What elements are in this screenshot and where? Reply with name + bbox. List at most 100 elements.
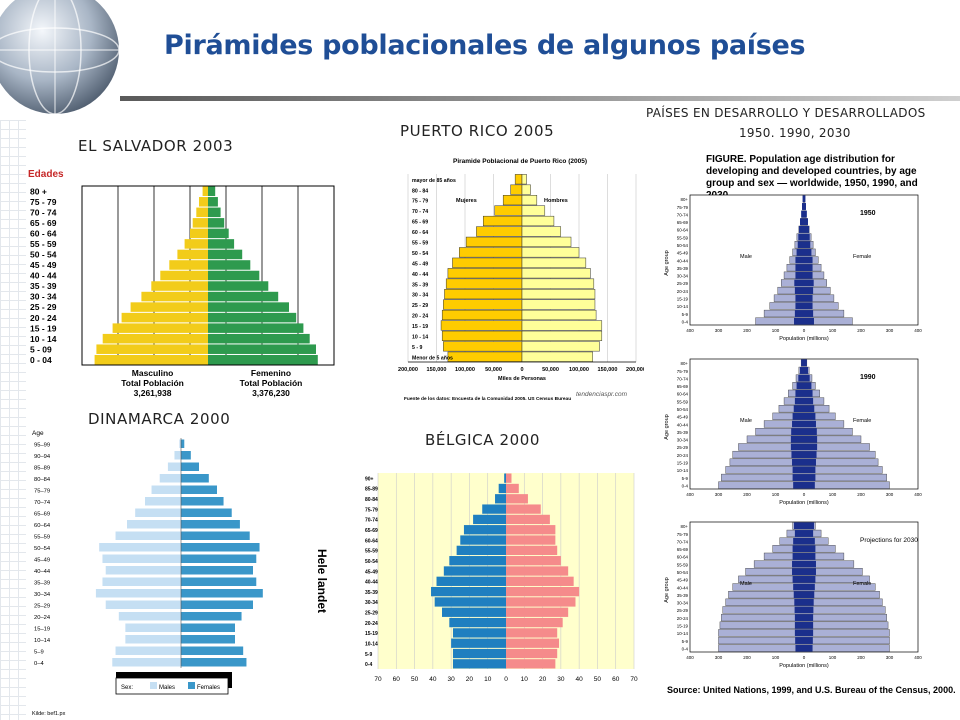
- bar-mujeres: [459, 247, 523, 258]
- panel-label: 1950: [860, 210, 876, 217]
- x-tick-label: 200: [857, 492, 865, 497]
- age-tick-label: 55-59: [365, 549, 378, 555]
- bar-developed: [792, 568, 816, 576]
- bar-mujeres: [452, 257, 523, 268]
- bar-male: [202, 186, 208, 197]
- age-tick-label: 60-64: [677, 228, 689, 233]
- bar-mujeres: [443, 341, 523, 352]
- x-axis-label: Population (millions): [779, 500, 829, 506]
- age-tick-label: 70-74: [677, 539, 689, 544]
- age-tick-label: 0–4: [34, 661, 44, 667]
- age-tick-label: 55 - 59: [30, 239, 57, 249]
- age-tick-label: 50-54: [677, 243, 689, 248]
- age-tick-label: 55 - 59: [412, 241, 428, 247]
- age-tick-label: 15–19: [34, 626, 50, 632]
- bar-developed: [790, 435, 818, 443]
- bar-mujeres: [441, 330, 523, 341]
- age-tick-label: 35-39: [677, 430, 689, 435]
- bar-male: [94, 354, 208, 365]
- bar-female: [208, 323, 304, 333]
- bar-male: [130, 302, 208, 312]
- bar-developed: [792, 552, 816, 560]
- bar-female: [208, 344, 316, 354]
- bar-developed: [793, 537, 815, 545]
- bar-developed: [794, 598, 814, 606]
- bar-males: [102, 577, 181, 586]
- bar-hombres: [521, 257, 587, 268]
- age-tick-label: 30-34: [677, 601, 689, 606]
- title-band: [120, 96, 960, 101]
- bar-male: [184, 239, 208, 249]
- age-tick-label: 65-69: [365, 528, 378, 534]
- bar-females: [181, 543, 260, 552]
- bar-females: [181, 635, 235, 644]
- x-tick-label: 20: [539, 676, 547, 683]
- bar-females: [506, 648, 558, 659]
- age-tick-label: 10-14: [677, 631, 689, 636]
- age-tick-label: 90+: [365, 476, 374, 482]
- watermark: tendenciaspr.com: [576, 391, 628, 398]
- age-tick-label: 70 - 74: [412, 209, 428, 215]
- bar-females: [506, 504, 541, 514]
- bar-developed: [792, 560, 816, 568]
- age-tick-label: 15 - 19: [30, 323, 57, 333]
- bar-hombres: [521, 205, 546, 216]
- bar-female: [208, 312, 297, 323]
- x-tick-label: 0: [520, 367, 523, 373]
- bar-males: [495, 494, 506, 504]
- x-tick-label: 200: [857, 655, 865, 660]
- x-tick-label: 60: [393, 676, 401, 683]
- bar-female: [208, 270, 260, 281]
- bar-developed: [794, 621, 814, 629]
- bar-males: [456, 545, 506, 556]
- side-label-female: Female: [853, 418, 871, 424]
- bar-female: [208, 239, 235, 249]
- x-tick-label: 100,000: [455, 367, 475, 373]
- age-tick-label: 35-39: [677, 593, 689, 598]
- x-tick-label: 400: [914, 492, 922, 497]
- bar-females: [506, 576, 574, 586]
- age-tick-label: 30–34: [34, 592, 51, 598]
- bar-females: [506, 494, 528, 504]
- bar-developed: [795, 637, 813, 644]
- age-tick-label: 20-24: [677, 616, 689, 621]
- bar-females: [506, 514, 550, 525]
- x-tick-label: 200: [857, 328, 865, 333]
- age-tick-label: 30 - 34: [30, 292, 57, 302]
- bar-males: [460, 535, 506, 545]
- x-tick-label: 60: [612, 676, 620, 683]
- legend-females: Females: [197, 685, 220, 691]
- bar-males: [135, 508, 181, 517]
- bar-males: [452, 659, 506, 669]
- age-tick-label: 15 - 19: [412, 324, 428, 330]
- age-tick-label: 85–89: [34, 465, 50, 471]
- bar-developed: [792, 575, 816, 583]
- bar-female: [208, 333, 310, 344]
- age-tick-label: 75-79: [677, 369, 689, 374]
- x-tick-label: 300: [886, 655, 894, 660]
- bar-developed: [794, 614, 814, 622]
- bar-developed: [793, 591, 815, 599]
- age-tick-label: 60-64: [677, 555, 689, 560]
- bar-developed: [793, 583, 815, 591]
- x-tick-label: 400: [914, 655, 922, 660]
- age-tick-label: 40-44: [677, 422, 689, 427]
- heading-el-salvador: EL SALVADOR 2003: [78, 137, 234, 155]
- bar-developed: [793, 405, 815, 413]
- bar-hombres: [521, 330, 603, 341]
- bar-developed: [792, 545, 816, 553]
- bar-developed: [798, 233, 810, 241]
- age-tick-label: 10-14: [677, 468, 689, 473]
- bar-female: [208, 302, 289, 312]
- age-tick-label: 5–9: [34, 649, 44, 655]
- bar-hombres: [521, 351, 593, 362]
- x-tick-label: 200,000: [626, 367, 644, 373]
- age-tick-label: 25 - 29: [412, 303, 428, 309]
- bar-developed: [795, 264, 813, 272]
- age-tick-label: 40–44: [34, 569, 51, 575]
- bar-males: [179, 439, 181, 448]
- x-tick-label: 100,000: [569, 367, 589, 373]
- age-tick-label: 20-24: [677, 289, 689, 294]
- bar-males: [463, 525, 506, 535]
- age-tick-label: 0-4: [682, 319, 689, 324]
